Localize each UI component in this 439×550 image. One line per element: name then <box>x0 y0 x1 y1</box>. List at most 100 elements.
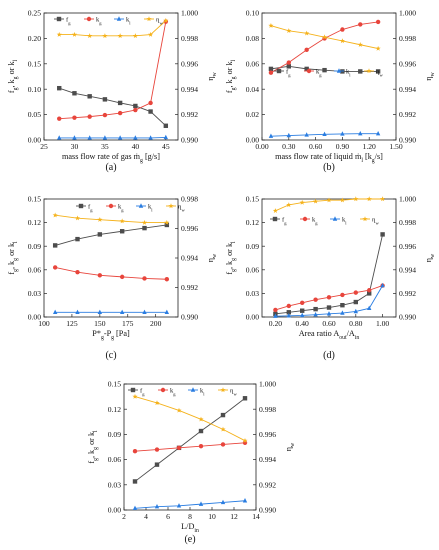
panel-label: (d) <box>323 350 335 361</box>
y2-tick-label: 0.992 <box>181 283 198 292</box>
data-point-kl <box>340 310 345 315</box>
data-point-fg <box>142 225 147 231</box>
x-tick-label: 2 <box>122 512 126 521</box>
x-tick-label: 35 <box>101 142 109 151</box>
x-tick-label: 0.30 <box>282 142 295 151</box>
legend-label-eta: ηw <box>178 203 185 212</box>
legend-marker-kg <box>86 16 92 22</box>
data-point-kg <box>326 295 332 300</box>
data-point-kl <box>313 311 318 317</box>
y-axis-label: fg, kg or kl <box>7 241 19 275</box>
series-line-fg <box>59 87 167 127</box>
data-point-eta <box>176 407 182 413</box>
panel-label: (c) <box>105 350 116 361</box>
data-point-kl <box>119 309 125 314</box>
series-kg <box>57 19 169 121</box>
data-point-kl <box>164 309 170 314</box>
data-point-eta <box>119 218 125 224</box>
series-eta <box>272 196 386 213</box>
y-tick-label: 0.10 <box>28 85 41 94</box>
y-tick-label: 0.06 <box>28 265 41 274</box>
data-point-eta <box>286 28 292 33</box>
data-point-kl <box>154 503 160 509</box>
data-point-kl <box>286 313 291 318</box>
y2-tick-label: 0.998 <box>181 34 198 43</box>
data-point-kg <box>176 445 182 451</box>
y2-tick-label: 0.994 <box>399 265 416 274</box>
data-point-eta <box>87 33 93 39</box>
data-point-eta <box>164 219 170 225</box>
series-line-eta <box>59 20 167 37</box>
data-point-kl <box>286 132 291 138</box>
legend-label-eta: ηw <box>376 68 383 77</box>
y2-tick-label: 0.992 <box>181 110 198 119</box>
y-tick-label: 0.00 <box>28 136 41 145</box>
legend-label-kg: kg <box>312 216 318 225</box>
y-tick-label: 0.05 <box>28 110 41 119</box>
data-point-kg <box>75 269 80 275</box>
legend-marker-eta <box>366 68 372 74</box>
data-point-fg <box>102 97 108 102</box>
x-axis-label: mass flow rate of gas ṁg [g/s] <box>62 152 160 164</box>
data-point-kg <box>313 297 318 302</box>
series-fg <box>57 85 169 128</box>
data-point-kl <box>220 499 226 505</box>
data-point-kl <box>367 305 372 311</box>
panel-label: (b) <box>323 162 335 173</box>
x-tick-label: 25 <box>40 142 48 151</box>
legend-label-kl: kl <box>148 203 153 212</box>
data-point-fg <box>358 69 363 74</box>
y-tick-label: 0.10 <box>246 9 259 18</box>
data-point-kl <box>133 135 138 140</box>
series-kl <box>57 134 169 140</box>
y-tick-label: 0.15 <box>108 380 121 389</box>
data-point-kl <box>322 131 327 136</box>
legend-label-eta: ηw <box>230 387 237 396</box>
series-line-kg <box>55 266 167 280</box>
data-point-kg <box>87 114 92 119</box>
data-point-fg <box>268 66 274 72</box>
data-point-kl <box>87 135 92 140</box>
data-point-eta <box>375 45 381 51</box>
x-tick-label: 12 <box>230 512 238 521</box>
data-point-kg <box>286 303 291 309</box>
data-point-kg <box>97 273 103 278</box>
x-tick-label: 175 <box>122 319 134 328</box>
y-tick-label: 0.08 <box>246 34 259 43</box>
x-axis-label: L/Din <box>181 522 199 534</box>
y2-tick-label: 0.996 <box>181 224 198 233</box>
data-point-fg <box>87 94 92 99</box>
y2-tick-label: 0.994 <box>181 254 198 263</box>
data-point-kg <box>164 277 170 282</box>
data-point-fg <box>148 109 153 114</box>
legend-label-kl: kl <box>126 16 131 25</box>
y2-tick-label: 0.998 <box>399 34 416 43</box>
legend-marker-eta <box>362 216 368 222</box>
data-point-kg <box>340 27 345 32</box>
data-point-kg <box>304 47 309 53</box>
legend-marker-kg <box>160 387 166 393</box>
legend-marker-fg <box>78 203 84 209</box>
y-tick-label: 0.09 <box>108 430 121 439</box>
x-tick-label: 4 <box>144 512 148 521</box>
data-point-eta <box>272 208 278 213</box>
data-point-fg <box>75 236 80 242</box>
x-tick-label: 1.20 <box>363 142 376 151</box>
y-tick-label: 0.12 <box>28 218 41 227</box>
data-point-kg <box>133 107 138 113</box>
legend-marker-kl <box>332 216 338 221</box>
data-point-kg <box>198 443 204 449</box>
x-tick-label: 0.60 <box>322 319 335 328</box>
series-line-kg <box>134 442 246 452</box>
y-tick-label: 0.06 <box>246 59 259 68</box>
y2-tick-label: 0.990 <box>259 506 276 515</box>
series-fg <box>273 232 385 317</box>
data-point-kg <box>142 276 147 281</box>
x-tick-label: 40 <box>132 142 140 151</box>
data-point-kl <box>340 131 345 136</box>
data-point-kg <box>273 307 278 313</box>
chart-panel-c: 100 125 150 175 200 0.00 0.03 0.06 0.09 0.12 0.15 0… <box>7 195 218 361</box>
series-fg <box>52 222 170 248</box>
data-point-eta <box>132 393 138 399</box>
